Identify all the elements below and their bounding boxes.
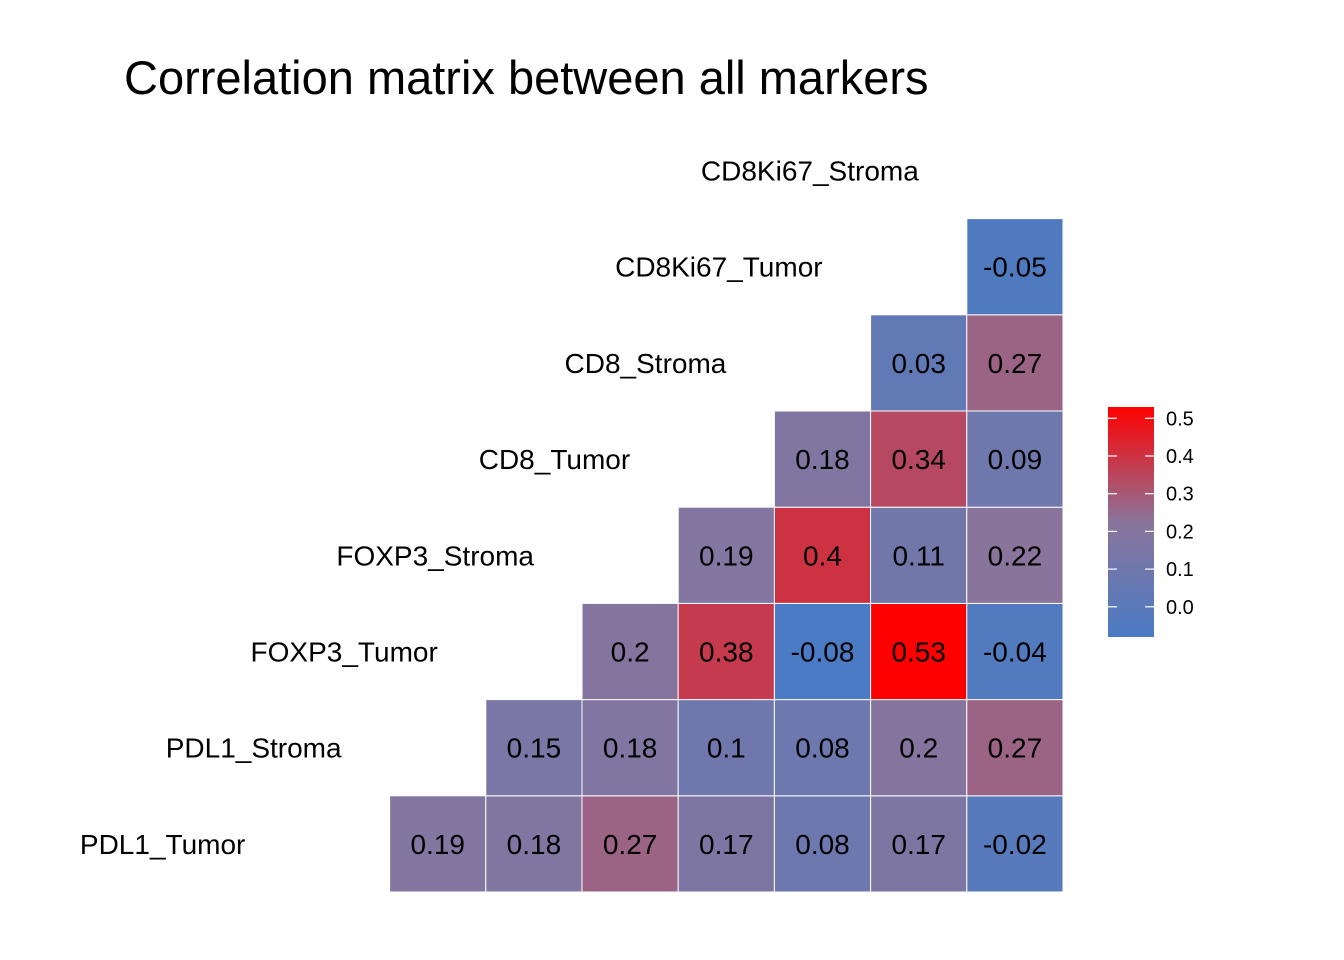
cell-value-label: 0.27: [988, 348, 1043, 379]
legend-tick-label: 0.4: [1166, 446, 1194, 468]
heatmap-cell-pdl1-tumor-foxp3-stroma: [581, 795, 679, 893]
heatmap-cell-pdl1-tumor-cd8ki67-stroma: [966, 795, 1064, 893]
cell-value-label: 0.19: [410, 829, 465, 860]
cell-value-label: 0.18: [603, 733, 658, 764]
cell-value-label: 0.18: [795, 444, 850, 475]
row-label-foxp3-tumor: FOXP3_Tumor: [251, 637, 438, 668]
row-label-foxp3-stroma: FOXP3_Stroma: [336, 540, 534, 571]
cell-value-label: -0.08: [791, 637, 855, 668]
cell-value-label: 0.19: [699, 540, 754, 571]
heatmap-cell-cd8-tumor-cd8-stroma: [773, 410, 872, 508]
legend-tick-label: 0.1: [1166, 559, 1194, 581]
color-legend: 0.0 0.1 0.2 0.3 0.4 0.5: [1108, 407, 1194, 637]
cell-value-label: 0.2: [899, 733, 938, 764]
heatmap-cell-foxp3-tumor-cd8ki67-tumor: [870, 602, 968, 701]
row-label-cd8ki67-stroma: CD8Ki67_Stroma: [701, 156, 919, 187]
cell-value-label: -0.02: [983, 829, 1047, 860]
cell-value-label: 0.27: [988, 733, 1043, 764]
heatmap-cell-cd8-tumor-cd8ki67-stroma: [966, 410, 1064, 508]
heatmap-cell-pdl1-stroma-foxp3-tumor: [485, 699, 583, 797]
cell-value-label: 0.18: [507, 829, 562, 860]
row-labels: PDL1_Tumor PDL1_Stroma FOXP3_Tumor FOXP3_St…: [80, 156, 919, 860]
legend-tick-label: 0.2: [1166, 521, 1194, 543]
heatmap-cell-cd8ki67-tumor-cd8ki67-stroma: [966, 218, 1064, 316]
cell-value-label: 0.17: [891, 829, 946, 860]
row-label-cd8-tumor: CD8_Tumor: [479, 444, 630, 475]
heatmap-cell-pdl1-tumor-cd8ki67-tumor: [870, 795, 968, 893]
heatmap-cell-pdl1-stroma-cd8-tumor: [677, 699, 775, 797]
cell-value-label: 0.08: [795, 829, 850, 860]
cell-value-label: 0.03: [891, 348, 946, 379]
cell-value-label: 0.34: [891, 444, 946, 475]
cell-value-label: 0.09: [988, 444, 1043, 475]
legend-tick-label: 0.3: [1166, 484, 1194, 506]
heatmap-cell-pdl1-tumor-cd8-stroma: [773, 795, 872, 893]
cell-value-label: -0.04: [983, 637, 1047, 668]
cell-value-label: 0.1: [707, 733, 746, 764]
cell-value-label: 0.08: [795, 733, 850, 764]
heatmap-cells: 0.19 0.18 0.27 0.17 0.08 0.17 -0.02 0.15 0.18 0.1…: [389, 218, 1064, 893]
cell-value-label: 0.11: [892, 540, 944, 571]
row-label-pdl1-stroma: PDL1_Stroma: [166, 733, 342, 764]
cell-value-label: 0.17: [699, 829, 754, 860]
legend-tick-label: 0.5: [1166, 408, 1194, 430]
heatmap-cell-pdl1-stroma-foxp3-stroma: [581, 699, 679, 797]
legend-colorbar: [1108, 407, 1154, 637]
row-label-cd8ki67-tumor: CD8Ki67_Tumor: [615, 252, 822, 283]
chart-title: Correlation matrix between all markers: [124, 51, 929, 104]
cell-value-label: 0.15: [507, 733, 562, 764]
cell-value-label: 0.2: [611, 637, 650, 668]
cell-value-label: 0.53: [891, 637, 946, 668]
heatmap-cell-foxp3-stroma-cd8ki67-tumor: [870, 506, 968, 604]
heatmap-cell-foxp3-tumor-cd8-stroma: [773, 602, 872, 701]
heatmap-cell-pdl1-tumor-pdl1-stroma: [389, 795, 487, 893]
legend-tick-label: 0.0: [1166, 597, 1194, 619]
heatmap-cell-foxp3-stroma-cd8ki67-stroma: [966, 506, 1064, 604]
heatmap-cell-foxp3-tumor-foxp3-stroma: [581, 602, 679, 701]
row-label-cd8-stroma: CD8_Stroma: [565, 348, 727, 379]
cell-value-label: 0.4: [803, 540, 842, 571]
heatmap-cell-pdl1-stroma-cd8-stroma: [773, 699, 872, 797]
cell-value-label: 0.22: [988, 540, 1043, 571]
cell-value-label: 0.38: [699, 637, 754, 668]
row-label-pdl1-tumor: PDL1_Tumor: [80, 829, 245, 860]
cell-value-label: -0.05: [983, 252, 1047, 283]
cell-value-label: 0.27: [603, 829, 658, 860]
